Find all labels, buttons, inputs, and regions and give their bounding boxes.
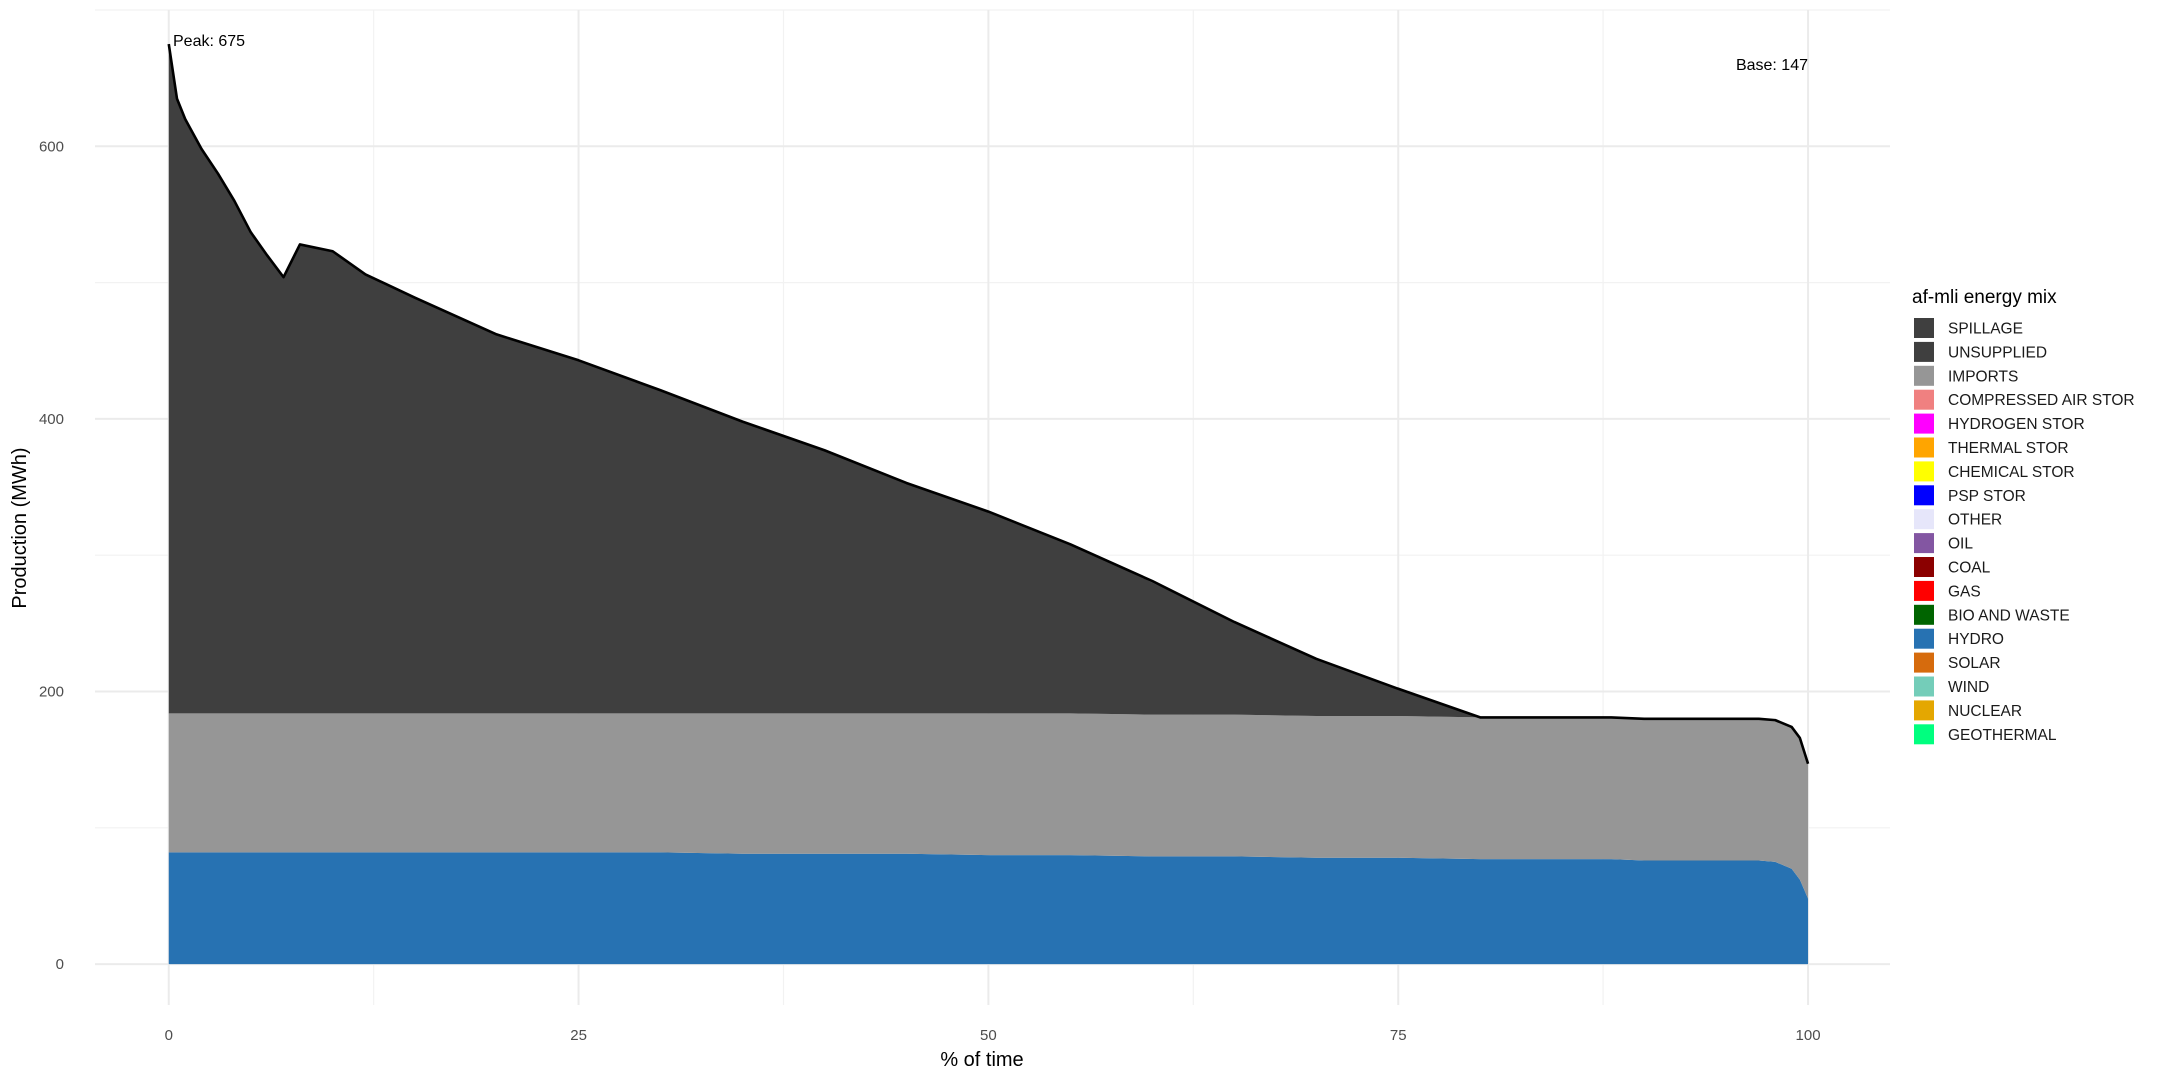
- x-tick-label: 25: [570, 1027, 587, 1044]
- legend-label: OIL: [1948, 536, 1973, 553]
- legend-label: CHEMICAL STOR: [1948, 464, 2075, 481]
- legend-swatch: [1914, 509, 1934, 530]
- y-axis-title: Production (MWh): [9, 447, 31, 608]
- peak-annotation: Peak: 675: [173, 33, 245, 50]
- y-tick-label: 200: [39, 684, 64, 701]
- x-tick-label: 0: [165, 1027, 173, 1044]
- legend-swatch: [1914, 389, 1934, 410]
- legend-label: THERMAL STOR: [1948, 440, 2069, 457]
- area-layer: [168, 44, 1809, 965]
- line-layer: [167, 43, 1810, 765]
- legend-items: SPILLAGE UNSUPPLIED IMPORTS COMPRESSED AIR …: [1914, 318, 2135, 745]
- legend-swatch: [1914, 413, 1934, 434]
- legend-label: SOLAR: [1948, 655, 2001, 672]
- x-tick-label: 75: [1390, 1027, 1407, 1044]
- area-series-unsupplied: [168, 44, 1809, 764]
- legend-swatch: [1914, 318, 1934, 338]
- legend-swatch: [1914, 700, 1934, 721]
- legend-swatch: [1914, 437, 1934, 458]
- x-tick-label: 100: [1796, 1027, 1821, 1044]
- legend-label: HYDRO: [1948, 631, 2004, 648]
- legend-label: BIO AND WASTE: [1948, 607, 2070, 624]
- legend-swatch: [1914, 652, 1934, 673]
- legend: af-mli energy mix SPILLAGE UNSUPPLIED IMPO…: [1912, 287, 2135, 745]
- legend-swatch: [1914, 461, 1934, 482]
- legend-label: GAS: [1948, 583, 1981, 600]
- legend-label: NUCLEAR: [1948, 703, 2022, 720]
- area-series-hydro: [168, 852, 1809, 965]
- legend-title: af-mli energy mix: [1912, 287, 2057, 308]
- legend-swatch: [1914, 676, 1934, 697]
- y-tick-label: 600: [39, 138, 64, 155]
- legend-swatch: [1914, 485, 1934, 506]
- legend-label: IMPORTS: [1948, 368, 2018, 385]
- legend-label: UNSUPPLIED: [1948, 344, 2047, 361]
- legend-swatch: [1914, 724, 1934, 745]
- legend-label: HYDROGEN STOR: [1948, 416, 2085, 433]
- legend-swatch: [1914, 533, 1934, 554]
- total-load-line: [167, 43, 1810, 765]
- legend-label: COAL: [1948, 560, 1991, 577]
- legend-swatch: [1914, 580, 1934, 601]
- legend-swatch: [1914, 557, 1934, 577]
- legend-swatch: [1914, 341, 1934, 362]
- legend-label: SPILLAGE: [1948, 321, 2023, 338]
- legend-swatch: [1914, 604, 1934, 625]
- area-series-imports: [168, 713, 1809, 899]
- x-tick-label: 50: [980, 1027, 997, 1044]
- legend-label: GEOTHERMAL: [1948, 727, 2057, 744]
- legend-label: WIND: [1948, 679, 1989, 696]
- legend-swatch: [1914, 365, 1934, 386]
- base-annotation: Base: 147: [1736, 57, 1808, 74]
- legend-label: OTHER: [1948, 512, 2002, 529]
- y-tick-label: 400: [39, 411, 64, 428]
- legend-label: COMPRESSED AIR STOR: [1948, 392, 2135, 409]
- x-axis-title: % of time: [940, 1049, 1023, 1071]
- legend-label: PSP STOR: [1948, 488, 2026, 505]
- y-tick-label: 0: [56, 956, 64, 973]
- tick-layer: 0 25 50 75 100 0 200 400 600: [39, 138, 1821, 1044]
- legend-swatch: [1914, 628, 1934, 649]
